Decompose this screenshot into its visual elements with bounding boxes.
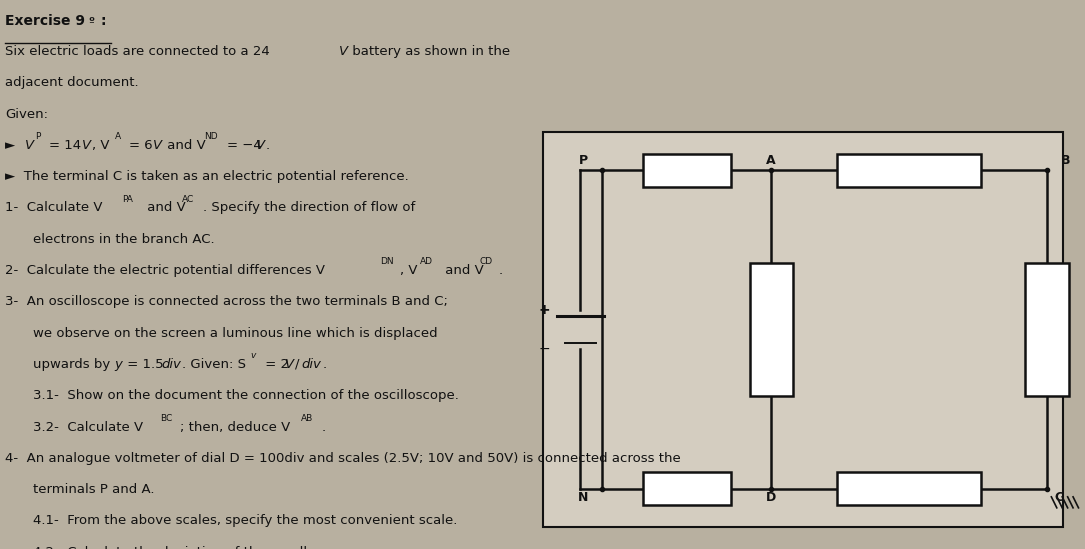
Text: A: A (766, 154, 776, 167)
Bar (838, 154, 981, 187)
Text: 1-  Calculate V: 1- Calculate V (5, 201, 103, 215)
Text: ND: ND (204, 132, 218, 141)
Text: AD: AD (420, 257, 433, 266)
Text: upwards by: upwards by (33, 358, 114, 371)
Text: :: : (101, 14, 106, 28)
Text: , V: , V (400, 264, 418, 277)
Bar (1025, 262, 1069, 396)
Text: and V: and V (441, 264, 483, 277)
Text: 4.1-  From the above scales, specify the most convenient scale.: 4.1- From the above scales, specify the … (33, 514, 457, 528)
Text: div: div (162, 358, 181, 371)
Text: −: − (539, 341, 550, 356)
Text: AB: AB (301, 414, 312, 423)
Text: .: . (499, 264, 503, 277)
Text: . Specify the direction of flow of: . Specify the direction of flow of (203, 201, 416, 215)
Text: A: A (115, 132, 122, 141)
Text: V: V (153, 139, 162, 152)
Text: C: C (1054, 491, 1063, 504)
Text: = 2: = 2 (261, 358, 290, 371)
Text: = 6: = 6 (129, 139, 153, 152)
Text: . Given: S: . Given: S (182, 358, 246, 371)
Text: AC: AC (182, 195, 194, 204)
Text: V: V (285, 358, 294, 371)
Text: and V: and V (163, 139, 205, 152)
Bar (642, 472, 730, 505)
Text: , V: , V (92, 139, 110, 152)
Bar (542, 132, 1063, 527)
Text: V: V (82, 139, 91, 152)
Text: ►  The terminal C is taken as an electric potential reference.: ► The terminal C is taken as an electric… (5, 170, 409, 183)
Text: 3.1-  Show on the document the connection of the oscilloscope.: 3.1- Show on the document the connection… (33, 389, 459, 402)
Text: 3.2-  Calculate V: 3.2- Calculate V (33, 421, 142, 434)
Text: y: y (114, 358, 122, 371)
Text: º: º (88, 16, 94, 26)
Text: battery as shown in the: battery as shown in the (348, 45, 510, 58)
Text: Six electric loads are connected to a 24: Six electric loads are connected to a 24 (5, 45, 270, 58)
Text: Exercise 9: Exercise 9 (5, 14, 86, 28)
Text: div: div (302, 358, 321, 371)
Text: Given:: Given: (5, 108, 49, 121)
Text: PA: PA (123, 195, 133, 204)
Bar (838, 472, 981, 505)
Text: P: P (35, 132, 40, 141)
Text: B: B (1061, 154, 1071, 167)
Text: v: v (251, 351, 256, 360)
Text: 4-  An analogue voltmeter of dial D = 100div and scales (2.5V; 10V and 50V) is c: 4- An analogue voltmeter of dial D = 100… (5, 452, 681, 465)
Text: 3-  An oscilloscope is connected across the two terminals B and C;: 3- An oscilloscope is connected across t… (5, 295, 448, 309)
Text: P: P (579, 154, 588, 167)
Text: D: D (766, 491, 777, 504)
Text: = −4: = −4 (227, 139, 261, 152)
Text: and V: and V (143, 201, 186, 215)
Text: we observe on the screen a luminous line which is displaced: we observe on the screen a luminous line… (33, 327, 437, 340)
Text: = 1.5: = 1.5 (123, 358, 163, 371)
Text: /: / (295, 358, 299, 371)
Bar (642, 154, 730, 187)
Text: V: V (256, 139, 265, 152)
Text: DN: DN (380, 257, 394, 266)
Text: .: . (321, 421, 326, 434)
Text: CD: CD (480, 257, 493, 266)
Text: ►: ► (5, 139, 20, 152)
Text: terminals P and A.: terminals P and A. (33, 483, 154, 496)
Text: +: + (539, 303, 550, 317)
Text: V: V (25, 139, 34, 152)
Text: BC: BC (161, 414, 173, 423)
Bar (750, 262, 793, 396)
Text: 4.2-  Calculate the deviation of the needle.: 4.2- Calculate the deviation of the need… (33, 546, 319, 549)
Text: ; then, deduce V: ; then, deduce V (180, 421, 291, 434)
Text: adjacent document.: adjacent document. (5, 76, 139, 89)
Text: electrons in the branch AC.: electrons in the branch AC. (33, 233, 214, 246)
Text: V: V (339, 45, 347, 58)
Text: N: N (577, 491, 588, 504)
Text: .: . (322, 358, 327, 371)
Text: = 14: = 14 (49, 139, 81, 152)
Text: .: . (266, 139, 270, 152)
Text: 2-  Calculate the electric potential differences V: 2- Calculate the electric potential diff… (5, 264, 326, 277)
